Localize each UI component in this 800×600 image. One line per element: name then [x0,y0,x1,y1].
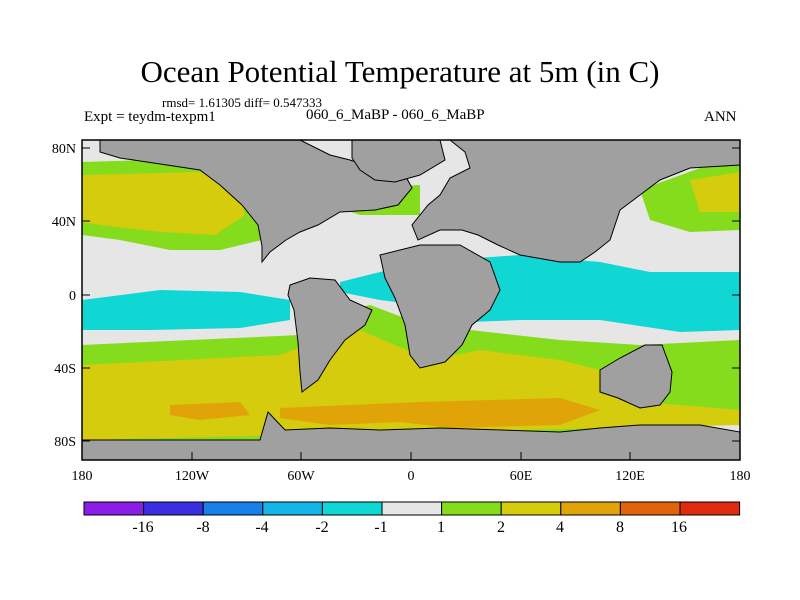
case-label: 060_6_MaBP - 060_6_MaBP [306,107,485,123]
x-tick-label: 120W [175,469,210,484]
x-tick-label: 120E [615,469,645,484]
colorbar-label: 1 [437,519,445,536]
colorbar-swatch [441,501,502,516]
x-tick-marks [81,452,741,460]
colorbar-swatch [619,501,681,516]
colorbar-swatch [83,501,145,516]
x-tick-label: 180 [72,469,93,484]
colorbar-label: -16 [132,519,153,536]
colorbar-label: -2 [315,519,328,536]
chart-title: Ocean Potential Temperature at 5m (in C) [140,54,660,89]
colorbar-label: 16 [671,519,687,536]
colorbar-swatch [202,501,264,516]
colorbar-swatches [83,501,741,516]
colorbar-swatch [321,501,383,516]
colorbar-label: 8 [616,519,624,536]
stats-label: rmsd= 1.61305 diff= 0.547333 [162,95,322,110]
orange-anomaly-region [170,398,600,428]
colorbar-swatch [262,501,323,516]
y-tick-label: 80N [52,142,76,157]
x-tick-labels: 180 120W 60W 0 60E 120E 180 [72,469,751,484]
colorbar-label: -4 [255,519,268,536]
y-tick-label: 0 [69,289,76,304]
x-tick-label: 60W [287,469,315,484]
colorbar-swatch [500,501,562,516]
y-tick-label: 40N [52,215,76,230]
colorbar-label: 4 [556,519,564,536]
x-tick-label: 180 [730,469,751,484]
greenland [351,139,446,183]
y-tick-marks [82,147,740,442]
colorbar-label: 2 [497,519,505,536]
eurasia [411,139,741,263]
australia [599,344,673,409]
colorbar-swatch [143,501,204,516]
land-masses [81,139,741,461]
y-tick-labels: 80N 40N 0 40S 80S [52,142,76,450]
colorbar-label: -8 [196,519,209,536]
colorbar-swatch [560,501,621,516]
colorbar-swatch [679,501,741,516]
colorbar-labels: -16 -8 -4 -2 -1 1 2 4 8 16 [132,519,687,536]
y-tick-label: 40S [54,362,76,377]
experiment-label: Expt = teydm-texpm1 [84,109,216,125]
x-tick-label: 0 [408,469,415,484]
colorbar-swatch [381,501,443,516]
season-label: ANN [704,109,737,125]
africa [379,244,501,369]
colorbar-label: -1 [374,519,387,536]
y-tick-label: 80S [54,435,76,450]
x-tick-label: 60E [510,469,533,484]
south-america [287,277,373,393]
